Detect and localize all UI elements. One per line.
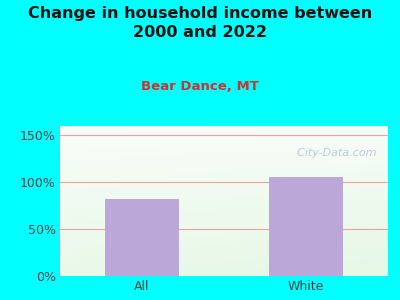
Text: Change in household income between
2000 and 2022: Change in household income between 2000 …: [28, 6, 372, 40]
Bar: [105, 199, 179, 276]
Bar: [269, 177, 343, 276]
Text: Bear Dance, MT: Bear Dance, MT: [141, 80, 259, 92]
Text: City-Data.com: City-Data.com: [290, 148, 376, 158]
